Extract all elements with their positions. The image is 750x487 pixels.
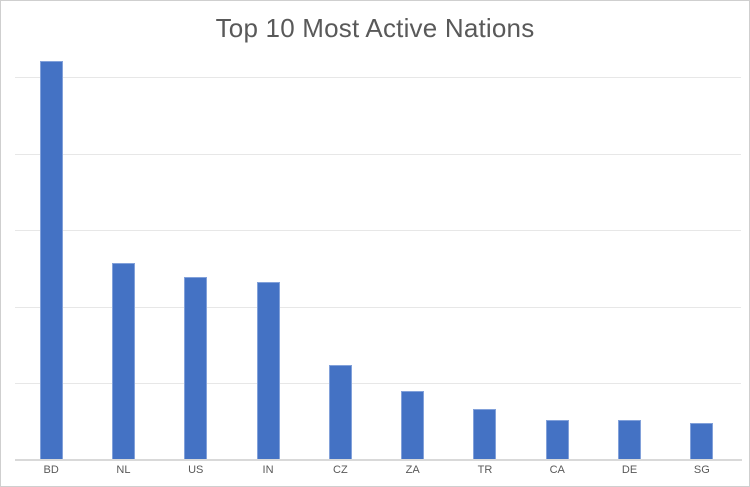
x-axis-line [15, 459, 742, 461]
bar-TR [473, 409, 497, 460]
x-axis-label: SG [693, 464, 710, 476]
bar-DE [618, 420, 642, 460]
x-axis-label: CZ [333, 464, 348, 476]
gridline [15, 77, 741, 78]
x-axis-label: DE [621, 464, 638, 476]
x-axis-label: US [188, 464, 204, 476]
bar-ZA [401, 391, 425, 460]
gridline [15, 230, 741, 231]
gridline [15, 383, 741, 384]
gridline [15, 306, 741, 308]
bar-SG [690, 423, 714, 460]
bar-CA [545, 420, 569, 460]
x-axis-label: BD [43, 464, 59, 476]
bar-CZ [328, 365, 352, 460]
x-axis-label: TR [477, 464, 493, 476]
x-axis-label: CA [549, 464, 565, 476]
bar-US [184, 277, 208, 460]
bar-IN [256, 282, 280, 460]
plot-area [15, 56, 742, 461]
x-axis-label: NL [116, 464, 131, 476]
bar-BD [39, 61, 63, 460]
x-axis-labels: BD NL US IN CZ ZA TR CA DE SG [15, 464, 738, 480]
bar-NL [111, 263, 135, 460]
chart-title: Top 10 Most Active Nations [215, 13, 535, 43]
gridline [15, 153, 741, 155]
x-axis-label: ZA [405, 464, 420, 476]
x-axis-label: IN [262, 464, 274, 476]
